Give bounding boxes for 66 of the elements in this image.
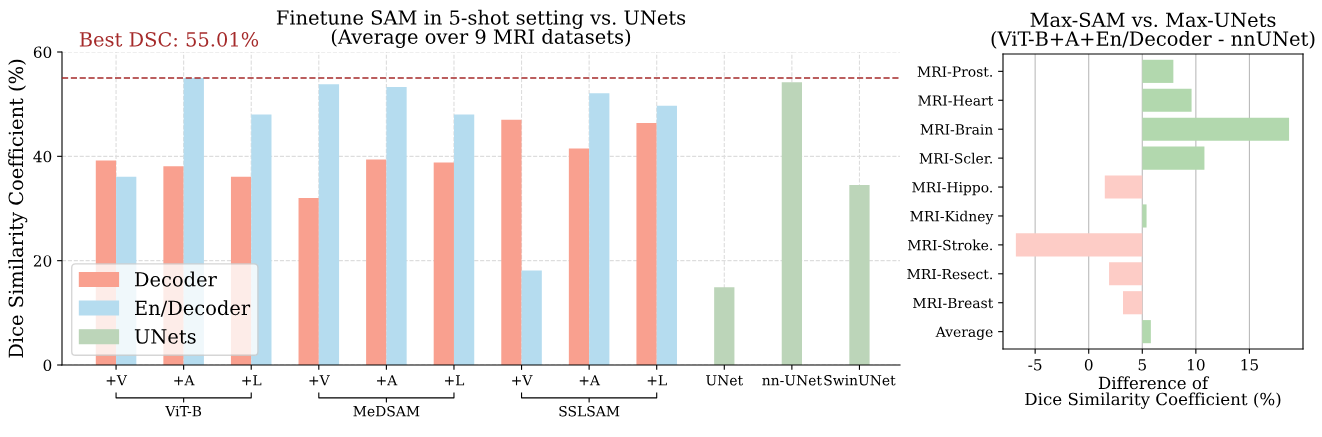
bar [453, 114, 475, 365]
y-tick-label: MRI-Stroke. [907, 239, 992, 251]
bar [1142, 117, 1290, 141]
bar [1142, 88, 1192, 112]
bar [298, 198, 319, 365]
bar [781, 82, 803, 365]
y-tick-label: MRI-Kidney [910, 210, 994, 225]
y-tick-label: MRI-Breast [913, 297, 994, 309]
y-tick-label: MRI-Heart [918, 95, 994, 106]
bar [656, 105, 677, 365]
x-tick-label: SwinUNet [824, 374, 896, 386]
bar [1142, 320, 1151, 344]
x-tick-label: +L [647, 375, 667, 386]
x-tick-label: +V [512, 375, 533, 386]
x-tick-label: +A [174, 375, 195, 386]
legend-label: UNets [134, 329, 196, 344]
chart-title: Finetune SAM in 5-shot setting vs. UNets (Average over 9 MRI datasets) [276, 9, 686, 48]
y-tick-label: 60 [33, 46, 52, 59]
y-tick-label: 40 [33, 150, 52, 163]
bar [1123, 291, 1143, 315]
bar [318, 84, 340, 365]
bar [1142, 59, 1174, 83]
x-tick-label: UNet [706, 375, 744, 386]
ref-line-label: Best DSC: 55.01% [79, 31, 259, 47]
text: SSLSAM [559, 405, 620, 417]
y-tick-label: Average [935, 326, 993, 340]
y-tick-label: MRI-Scler. [919, 152, 992, 164]
y-axis-title: Dice Similarity Coefficient (%) [8, 59, 28, 358]
bar [366, 159, 387, 365]
y-tick-label: MRI-Resect. [907, 268, 992, 280]
bar [568, 148, 590, 365]
bar [433, 162, 454, 365]
y-tick-label: MRI-Hippo. [912, 182, 992, 196]
legend-label: Decoder [135, 271, 217, 287]
bar [386, 86, 407, 365]
bar [1109, 262, 1143, 286]
bar [589, 93, 610, 365]
chart-title: Max-SAM vs. Max-UNets (ViT-B+A+En/Decoder - nnUNet) [991, 12, 1315, 49]
x-tick-label: 10 [1188, 358, 1205, 371]
bar [1104, 175, 1143, 199]
text: MeDSAM [353, 405, 420, 417]
bar [849, 185, 870, 365]
y-tick-label: 20 [33, 255, 52, 267]
x-tick-label: +A [579, 375, 601, 386]
bar [501, 119, 522, 365]
legend-label: En/Decoder [135, 300, 251, 317]
x-tick-label: 5 [1138, 359, 1146, 371]
bar [1142, 204, 1147, 228]
x-tick-label: 0 [1084, 358, 1093, 371]
x-tick-label: -5 [1028, 359, 1042, 371]
x-tick-label: +L [445, 375, 465, 386]
bar [714, 287, 735, 365]
bar [1015, 233, 1143, 257]
bar [521, 270, 542, 365]
x-tick-label: +L [242, 375, 262, 386]
bar [1142, 146, 1205, 170]
text: ViT-B [165, 406, 202, 417]
x-tick-label: +V [106, 375, 128, 386]
x-tick-label: +V [309, 375, 330, 386]
x-axis-title: Difference of Dice Similarity Coefficient (%) [1025, 376, 1281, 409]
y-tick-label: MRI-Brain [920, 124, 993, 135]
x-tick-label: +A [377, 375, 398, 386]
x-tick-label: nn-UNet [762, 375, 822, 386]
y-tick-label: MRI-Prost. [917, 66, 992, 77]
x-tick-label: 15 [1241, 358, 1258, 371]
bar [636, 122, 657, 365]
